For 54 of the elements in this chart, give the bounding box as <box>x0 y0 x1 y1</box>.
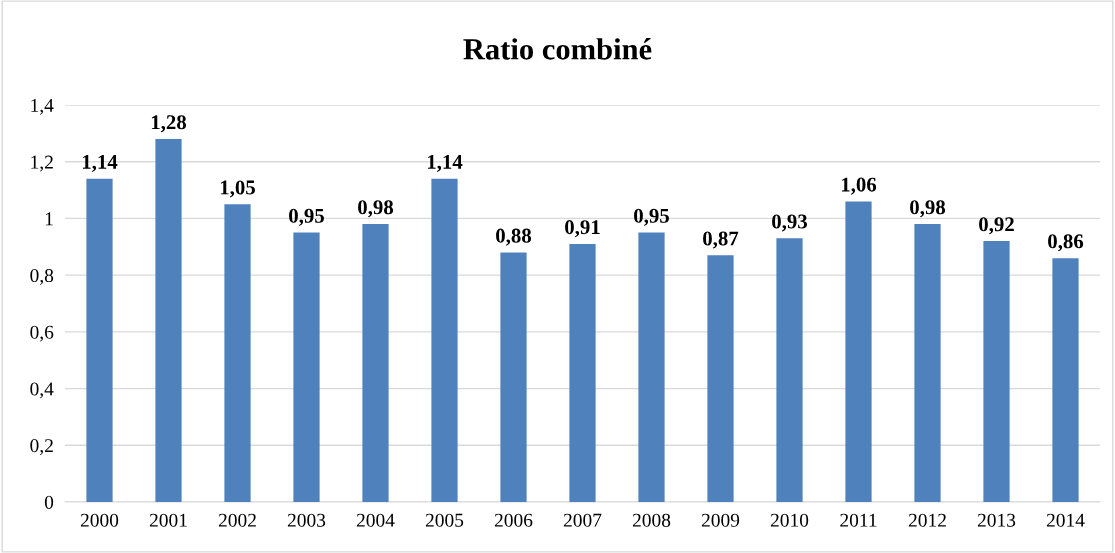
data-label: 0,91 <box>565 220 600 238</box>
y-tick-label: 0 <box>44 495 54 509</box>
bar <box>638 232 665 502</box>
y-tick-label: 1,2 <box>31 155 53 172</box>
x-tick-label: 2012 <box>908 513 946 527</box>
data-label: 0,93 <box>772 214 808 232</box>
data-label: 1,05 <box>220 180 255 198</box>
x-tick-label: 2001 <box>149 513 187 527</box>
x-tick-label: 2004 <box>356 513 395 527</box>
bar <box>500 252 527 502</box>
x-tick-label: 2008 <box>632 513 671 527</box>
bar <box>569 243 596 502</box>
y-tick-label: 0,2 <box>30 439 53 456</box>
x-tick-label: 2005 <box>425 513 464 527</box>
bar <box>776 238 803 502</box>
data-label: 0,88 <box>496 228 532 246</box>
bar <box>845 201 872 502</box>
bar <box>707 255 734 502</box>
y-tick-label: 1 <box>45 212 53 226</box>
bar <box>293 232 320 502</box>
bar <box>1052 258 1079 502</box>
x-tick-label: 2006 <box>494 513 533 527</box>
bar <box>431 178 458 502</box>
x-tick-label: 2009 <box>701 513 740 527</box>
data-label: 1,28 <box>151 115 187 133</box>
data-label: 1,14 <box>427 154 463 172</box>
y-tick-label: 0,4 <box>30 382 54 399</box>
x-tick-label: 2014 <box>1046 513 1085 527</box>
chart-title: Ratio combiné <box>463 38 652 60</box>
y-tick-label: 1,4 <box>31 98 54 115</box>
bar <box>86 178 113 502</box>
x-tick-label: 2010 <box>770 513 809 527</box>
data-label: 0,87 <box>703 231 739 249</box>
x-tick-label: 2013 <box>977 513 1016 527</box>
x-tick-label: 2011 <box>840 513 877 527</box>
data-label: 0,98 <box>358 200 394 218</box>
bar <box>983 241 1010 502</box>
data-label: 0,86 <box>1048 234 1084 252</box>
x-tick-label: 2003 <box>287 513 326 527</box>
bar <box>362 224 389 502</box>
bar <box>914 224 941 502</box>
data-label: 1,14 <box>82 154 118 172</box>
y-tick-label: 0,8 <box>30 268 54 285</box>
data-label: 1,06 <box>841 177 877 195</box>
data-label: 0,95 <box>634 208 669 226</box>
x-tick-label: 2000 <box>80 513 119 527</box>
data-label: 0,98 <box>910 200 946 218</box>
bar <box>155 139 182 502</box>
y-tick-label: 0,6 <box>30 325 54 342</box>
data-label: 0,92 <box>979 217 1014 235</box>
data-label: 0,95 <box>289 208 324 226</box>
bar <box>224 204 251 502</box>
x-tick-label: 2002 <box>218 513 256 527</box>
x-tick-label: 2007 <box>563 513 602 527</box>
